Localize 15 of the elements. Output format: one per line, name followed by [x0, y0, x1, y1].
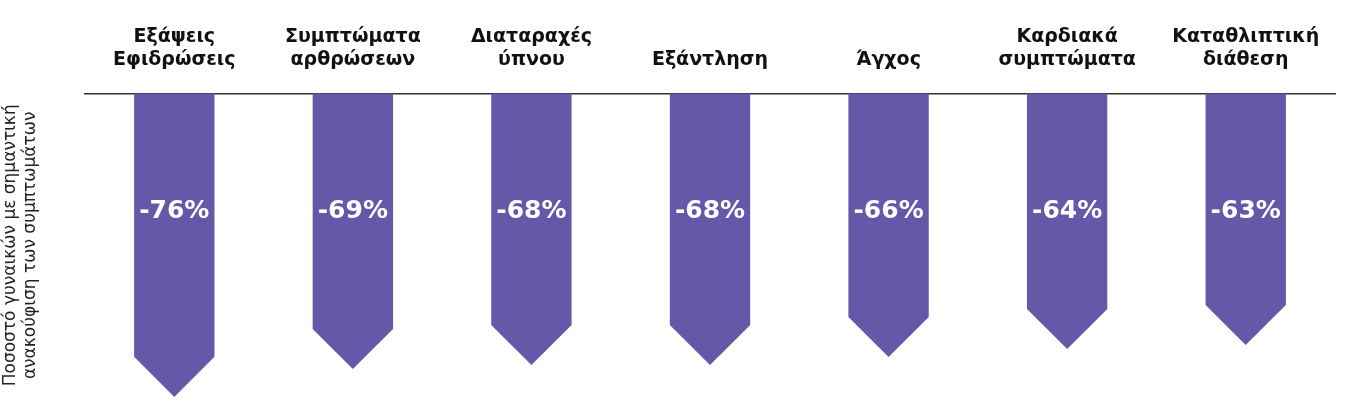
x-tick-label: Διαταραχές ύπνου: [470, 24, 592, 70]
data-label: -64%: [1032, 195, 1103, 225]
data-label: -68%: [674, 195, 746, 225]
x-tick-label: Καταθλιπτική διάθεση: [1172, 24, 1320, 70]
y-axis-title: Ποσοστό γυναικών με σημαντική ανακούφιση των συμπτωμάτων: [0, 104, 40, 387]
data-label: -68%: [496, 195, 567, 225]
x-tick-label: Συμπτώματα αρθρώσεων: [285, 24, 421, 70]
x-tick-label: Εξάντληση: [651, 47, 769, 70]
data-label: -63%: [1210, 195, 1281, 225]
x-tick-label: Άγχος: [856, 47, 921, 70]
data-label: -66%: [853, 195, 924, 225]
data-label: -76%: [139, 195, 210, 225]
x-tick-label: Εξάψεις Εφιδρώσεις: [113, 24, 236, 70]
data-label: -69%: [317, 195, 388, 225]
x-tick-label: Καρδιακά συμπτώματα: [998, 24, 1136, 70]
